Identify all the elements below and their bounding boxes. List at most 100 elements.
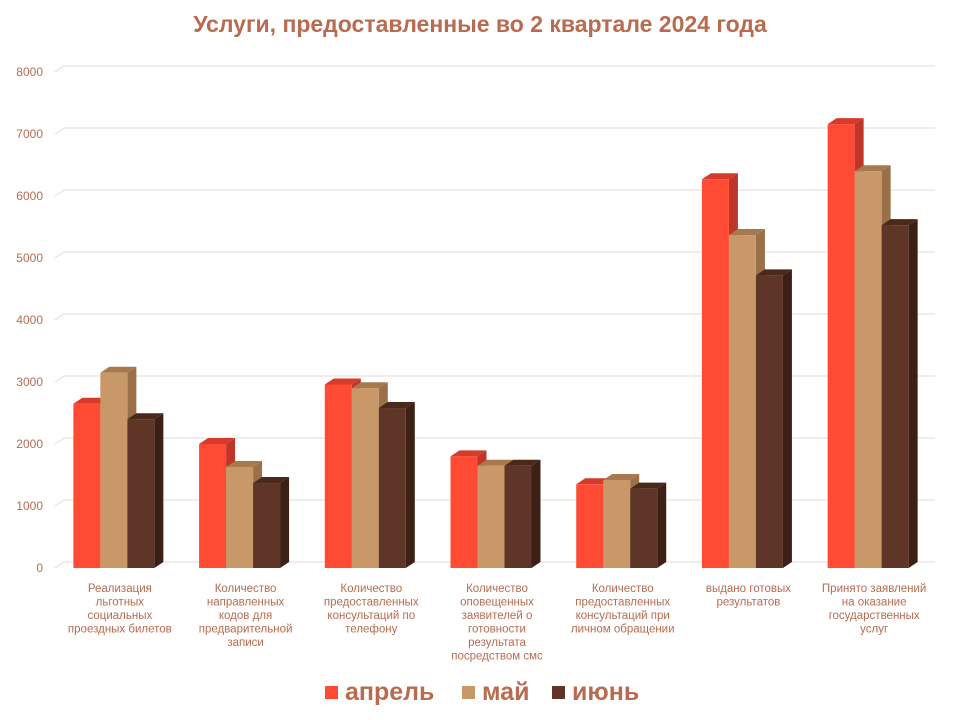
- y-tick-label: 5000: [16, 251, 43, 265]
- x-tick-label-line: предоставленных: [575, 597, 670, 609]
- bar-front: [701, 179, 729, 568]
- x-tick-label-line: на оказание: [842, 597, 907, 609]
- legend-swatch: [325, 686, 338, 699]
- bar: [253, 477, 290, 568]
- x-tick-label: Реализация льготных социальных проездных би…: [68, 583, 172, 636]
- bar-top: [630, 482, 667, 489]
- bar-top: [504, 459, 541, 466]
- x-tick-label-line: предварительной: [199, 624, 293, 636]
- x-tick-label-line: Количество: [340, 583, 402, 595]
- x-tick-label-line: заявителей о: [462, 610, 533, 622]
- gridline-depth: [54, 561, 65, 569]
- bar-front: [603, 479, 631, 568]
- x-tick-label-line: Количество: [592, 583, 654, 595]
- bar-front: [854, 171, 882, 568]
- gridline-depth: [54, 313, 65, 321]
- bars: [73, 118, 918, 568]
- bar-front: [351, 388, 379, 568]
- y-tick-label: 7000: [16, 127, 43, 141]
- y-axis: 0 1000 2000 3000 4000 5000 6000 7000 8000: [16, 65, 43, 575]
- bar-front: [378, 408, 406, 568]
- y-tick-label: 3000: [16, 375, 43, 389]
- x-tick-label: Количество предоставленных консультаций по…: [324, 583, 419, 636]
- x-tick-label-line: результатов: [716, 597, 780, 609]
- bar-front: [226, 466, 254, 568]
- x-tick-label-line: готовности: [468, 624, 526, 636]
- x-tick-label-line: записи: [227, 637, 264, 649]
- legend-label: апрель: [345, 678, 434, 706]
- bar-front: [127, 419, 155, 568]
- x-tick-label-line: государственных: [829, 610, 920, 622]
- bar-top: [755, 269, 792, 276]
- bar-front: [199, 444, 227, 568]
- x-tick-label-line: телефону: [345, 624, 397, 636]
- bar-side: [531, 459, 541, 568]
- x-tick-label-line: консультаций при: [576, 610, 670, 622]
- x-tick-label: Принято заявлений на оказание государствен…: [822, 583, 926, 636]
- x-axis: Реализация льготных социальных проездных би…: [68, 583, 926, 663]
- bar-top: [701, 173, 738, 180]
- bar-front: [728, 235, 756, 568]
- bar-top: [100, 366, 137, 373]
- bar-top: [881, 219, 918, 226]
- y-tick-label: 4000: [16, 313, 43, 327]
- bar: [755, 269, 792, 568]
- bar-top: [854, 165, 891, 172]
- bar-top: [450, 450, 487, 457]
- bar: [127, 413, 164, 568]
- bar-side: [154, 413, 164, 568]
- x-tick-label-line: проездных билетов: [68, 624, 172, 636]
- x-tick-label: Количество направленных кодов для предварит…: [199, 583, 293, 649]
- bar-front: [881, 225, 909, 568]
- bar-front: [477, 465, 505, 568]
- x-tick-label-line: Количество: [466, 583, 528, 595]
- bar: [504, 459, 541, 568]
- x-tick-label-line: посредством смс: [451, 651, 543, 663]
- legend-swatch: [462, 686, 475, 699]
- legend-label: май: [482, 678, 529, 706]
- bar-top: [199, 438, 236, 444]
- bar: [630, 482, 667, 568]
- bar-top: [603, 473, 640, 480]
- x-tick-label-line: услуг: [860, 624, 888, 636]
- bar-front: [450, 456, 478, 568]
- bar-front: [827, 124, 855, 568]
- y-tick-label: 2000: [16, 437, 43, 451]
- y-tick-label: 0: [36, 561, 43, 575]
- chart-title: Услуги, предоставленные во 2 квартале 20…: [193, 11, 767, 37]
- y-tick-label: 1000: [16, 499, 43, 513]
- gridline-depth: [54, 127, 65, 135]
- bar-front: [504, 465, 532, 568]
- bar-side: [657, 482, 667, 568]
- x-tick-label: Количество оповещенных заявителей о готовно…: [451, 583, 543, 663]
- bar-top: [127, 413, 164, 420]
- bar-front: [100, 372, 128, 568]
- bar-side: [405, 402, 415, 568]
- bar: [378, 402, 415, 568]
- x-tick-label: Количество предоставленных консультаций пр…: [571, 583, 675, 636]
- legend: апрель май июнь: [325, 678, 639, 706]
- x-tick-label-line: льготных: [96, 597, 145, 609]
- x-tick-label-line: выдано готовых: [706, 583, 791, 595]
- bar-front: [253, 483, 281, 568]
- legend-item: июнь: [552, 678, 639, 706]
- bar-top: [324, 378, 361, 385]
- bar-top: [378, 402, 415, 409]
- gridline-depth: [54, 437, 65, 445]
- bar-side: [280, 477, 290, 568]
- gridline-depth: [54, 375, 65, 383]
- bar-side: [782, 269, 792, 568]
- bar-top: [226, 460, 263, 467]
- y-tick-label: 8000: [16, 65, 43, 79]
- bar-top: [827, 118, 864, 125]
- x-tick-label-line: социальных: [87, 610, 152, 622]
- gridline-depth: [54, 499, 65, 507]
- x-tick-label-line: кодов для: [219, 610, 272, 622]
- bar-front: [576, 484, 604, 568]
- x-tick-label-line: оповещенных: [460, 597, 534, 609]
- x-tick-label-line: направленных: [207, 597, 285, 609]
- bar-front: [73, 403, 101, 568]
- gridline-depth: [54, 189, 65, 197]
- x-tick-label-line: личном обращении: [571, 624, 675, 636]
- x-tick-label-line: предоставленных: [324, 597, 419, 609]
